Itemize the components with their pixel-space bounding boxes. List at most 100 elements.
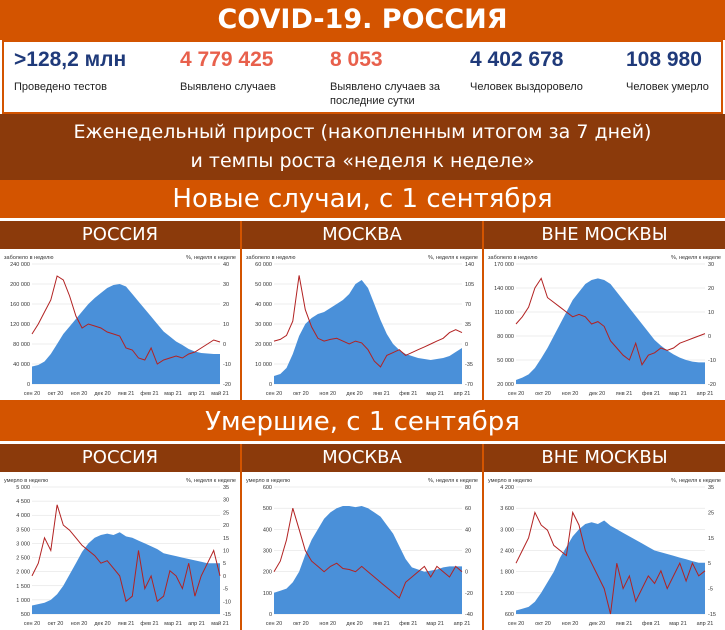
x-tick-label: апр 21 xyxy=(697,621,714,627)
stat-label: Выявлено случаев за последние сутки xyxy=(330,81,441,107)
left-axis-label: умерло в неделю xyxy=(4,478,48,484)
x-tick-label: дек 20 xyxy=(94,391,110,397)
x-tick-label: ноя 20 xyxy=(71,621,88,627)
x-tick-label: янв 21 xyxy=(373,391,390,397)
left-tick-label: 600 xyxy=(263,485,272,491)
right-tick-label: 30 xyxy=(223,282,229,288)
region-header-moscow: МОСКВА xyxy=(242,221,482,249)
x-tick-label: мар 21 xyxy=(669,391,687,397)
left-tick-label: 600 xyxy=(505,612,514,618)
right-tick-label: 0 xyxy=(465,570,468,576)
left-tick-label: 3 000 xyxy=(16,541,30,547)
x-tick-label: апр 21 xyxy=(697,391,714,397)
right-tick-label: 20 xyxy=(708,286,714,292)
left-tick-label: 0 xyxy=(27,382,30,388)
x-tick-label: окт 20 xyxy=(48,621,64,627)
chart-deaths-outside-moscow: умерло в неделю %, неделя к неделе 4 200 3 … xyxy=(484,473,725,630)
section-cases-title: Новые случаи, с 1 сентября xyxy=(0,180,725,218)
right-tick-label: 10 xyxy=(223,549,229,555)
left-axis-label: умерло в неделю xyxy=(488,478,532,484)
left-tick-label: 1 500 xyxy=(16,584,30,590)
x-tick-label: янв 21 xyxy=(118,621,135,627)
stat-daily: 8 053 Выявлено случаев за последние сутк… xyxy=(330,48,460,108)
right-axis-label: %, неделя к неделе xyxy=(671,255,721,261)
left-tick-label: 20 000 xyxy=(255,342,272,348)
stat-value: 8 053 xyxy=(330,48,383,71)
left-tick-label: 140 000 xyxy=(494,286,514,292)
x-tick-label: май 21 xyxy=(211,390,229,397)
right-tick-label: 20 xyxy=(223,523,229,529)
left-tick-label: 240 000 xyxy=(10,262,30,268)
chart-deaths-moscow: умерло в неделю%, неделя к неделе 600 500 4… xyxy=(242,473,482,630)
stat-value: 108 980 xyxy=(626,48,702,71)
x-tick-label: мар 21 xyxy=(669,621,687,627)
chart-cases-moscow: заболело в неделю %, неделя к неделе 60 00… xyxy=(242,250,482,400)
x-tick-label: фев 21 xyxy=(140,391,158,397)
left-tick-label: 80 000 xyxy=(13,342,30,348)
region-header-outside-moscow: ВНЕ МОСКВЫ xyxy=(484,221,725,249)
left-tick-label: 170 000 xyxy=(494,262,514,268)
right-tick-label: 60 xyxy=(465,506,471,512)
left-tick-label: 2 400 xyxy=(500,549,514,555)
area-series xyxy=(516,520,705,614)
stat-cases: 4 779 425 Выявлено случаев xyxy=(180,48,276,94)
left-tick-label: 3 000 xyxy=(500,527,514,533)
right-tick-label: 15 xyxy=(223,536,229,542)
left-tick-label: 50 000 xyxy=(497,358,514,364)
chart-deaths-russia: умерло в неделю %, неделя к неделе 5 000 4 … xyxy=(0,473,240,630)
area-series xyxy=(32,532,220,614)
x-tick-label: ноя 20 xyxy=(71,391,88,397)
x-tick-label: апр 21 xyxy=(188,391,205,397)
left-tick-label: 0 xyxy=(269,612,272,618)
growth-rate-line xyxy=(31,275,221,365)
right-tick-label: 5 xyxy=(223,561,226,567)
right-axis-label: %, неделя к неделе xyxy=(428,255,478,261)
left-tick-label: 110 000 xyxy=(495,310,514,316)
right-tick-label: -20 xyxy=(708,382,716,388)
x-tick-label: окт 20 xyxy=(293,391,309,397)
left-tick-label: 200 xyxy=(263,570,272,576)
subtitle-line2: и темпы роста «неделя к неделе» xyxy=(190,150,535,172)
x-tick-label: сен 20 xyxy=(508,391,525,397)
right-tick-label: 0 xyxy=(223,574,226,580)
right-tick-label: 140 xyxy=(465,262,474,268)
right-axis-label: %, неделя к неделе xyxy=(428,478,478,484)
left-tick-label: 300 xyxy=(263,549,272,555)
right-tick-label: 0 xyxy=(223,342,226,348)
left-tick-label: 200 000 xyxy=(10,282,30,288)
stat-label: Проведено тестов xyxy=(14,81,107,93)
left-tick-label: 5 000 xyxy=(16,485,30,491)
area-series xyxy=(516,278,705,384)
left-tick-label: 3 600 xyxy=(500,506,514,512)
stat-label: Человек выздоровело xyxy=(470,81,583,93)
left-tick-label: 1 800 xyxy=(500,570,514,576)
x-tick-label: янв 21 xyxy=(373,621,390,627)
stat-value: >128,2 млн xyxy=(14,48,127,71)
right-tick-label: -5 xyxy=(708,587,713,593)
x-tick-label: дек 20 xyxy=(346,391,362,397)
left-tick-label: 1 000 xyxy=(16,598,30,604)
x-tick-label: мар 21 xyxy=(426,391,444,397)
x-tick-label: окт 20 xyxy=(48,391,64,397)
left-tick-label: 4 000 xyxy=(16,513,30,519)
growth-rate-line xyxy=(273,275,463,368)
x-tick-label: апр 21 xyxy=(454,391,471,397)
right-axis-label: %, неделя к неделе xyxy=(186,478,236,484)
left-tick-label: 500 xyxy=(21,612,30,618)
right-tick-label: 15 xyxy=(708,536,714,542)
left-tick-label: 100 xyxy=(263,591,272,597)
right-tick-label: 35 xyxy=(708,485,714,491)
x-tick-label: фев 21 xyxy=(642,621,660,627)
stat-value: 4 779 425 xyxy=(180,48,274,71)
left-tick-label: 0 xyxy=(269,382,272,388)
left-tick-label: 400 xyxy=(263,527,272,533)
right-tick-label: 20 xyxy=(465,549,471,555)
x-tick-label: ноя 20 xyxy=(319,391,336,397)
right-tick-label: 10 xyxy=(223,322,229,328)
area-series xyxy=(32,284,220,384)
area-series xyxy=(274,506,462,614)
x-tick-label: фев 21 xyxy=(399,391,417,397)
left-tick-label: 50 000 xyxy=(255,282,272,288)
x-tick-label: янв 21 xyxy=(616,391,633,397)
left-tick-label: 2 500 xyxy=(16,556,30,562)
